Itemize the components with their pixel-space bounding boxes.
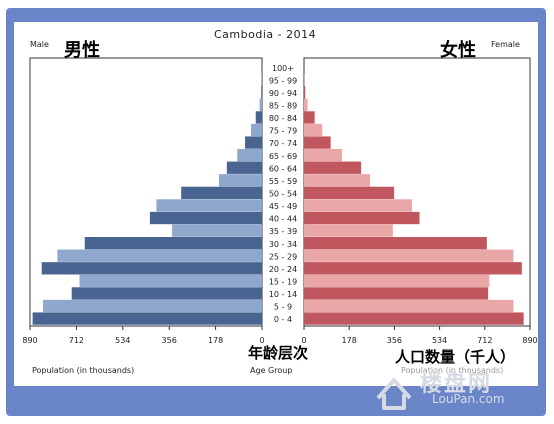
- male-bar-25-29: [57, 249, 262, 262]
- female-bar-30-34: [304, 237, 487, 250]
- age-group-label: 15 - 19: [269, 278, 297, 287]
- female-bar-90-94: [304, 86, 306, 99]
- chart-title: Cambodia - 2014: [214, 28, 317, 41]
- watermark-house-icon: [376, 378, 412, 410]
- male-bar-30-34: [84, 237, 262, 250]
- age-group-label: 45 - 49: [269, 202, 297, 211]
- age-group-label: 35 - 39: [269, 227, 297, 236]
- male-x-tick-label: 356: [162, 336, 177, 345]
- female-x-tick-label: 178: [342, 336, 357, 345]
- age-group-label: 55 - 59: [269, 177, 297, 186]
- male-bar-75-79: [251, 123, 262, 137]
- age-group-label: 30 - 34: [269, 240, 297, 249]
- female-bar-40-44: [304, 211, 420, 225]
- female-bar-65-69: [304, 149, 343, 162]
- age-group-label: 25 - 29: [269, 252, 297, 261]
- female-bar-10-14: [304, 287, 489, 300]
- male-bar-50-54: [181, 186, 262, 200]
- male-x-tick-label: 534: [115, 336, 130, 345]
- age-group-label: 40 - 44: [269, 215, 297, 224]
- age-group-label: 50 - 54: [269, 190, 297, 199]
- female-x-tick-label: 0: [301, 336, 306, 345]
- female-bar-55-59: [304, 174, 371, 187]
- male-bar-35-39: [172, 224, 262, 237]
- age-group-label: 75 - 79: [269, 127, 297, 136]
- male-bar-40-44: [149, 211, 262, 225]
- age-group-label: 80 - 84: [269, 114, 297, 123]
- female-x-tick-label: 890: [522, 336, 537, 345]
- male-bar-20-24: [41, 262, 263, 275]
- age-group-label: 20 - 24: [269, 265, 297, 274]
- male-bar-80-84: [255, 111, 262, 124]
- female-bar-35-39: [304, 224, 393, 237]
- watermark-text-en: LouPan.com: [432, 392, 505, 406]
- age-group-label: 10 - 14: [269, 290, 297, 299]
- male-x-tick-label: 712: [69, 336, 84, 345]
- female-bar-5-9: [304, 299, 514, 313]
- x-axis-label-center: Age Group: [250, 366, 293, 375]
- male-label-cn: 男性: [64, 40, 100, 61]
- x-axis-label-left: Population (in thousands): [32, 366, 135, 375]
- age-group-label: 65 - 69: [269, 152, 297, 161]
- male-bar-45-49: [156, 199, 262, 212]
- age-group-label: 60 - 64: [269, 164, 297, 173]
- male-bar-0-4: [32, 312, 262, 325]
- female-bar-20-24: [304, 262, 522, 275]
- female-x-tick-label: 534: [432, 336, 447, 345]
- female-bar-50-54: [304, 186, 395, 200]
- age-group-label: 100+: [272, 64, 294, 73]
- watermark-text-cn: 楼盘网: [420, 372, 493, 397]
- female-bar-15-19: [304, 274, 490, 288]
- age-group-label: 85 - 89: [269, 102, 297, 111]
- population-units-label-cn: 人口数量（千人）: [395, 348, 516, 366]
- male-bar-60-64: [226, 161, 262, 174]
- male-bar-65-69: [237, 149, 262, 162]
- male-bar-10-14: [71, 287, 263, 300]
- female-bar-70-74: [304, 136, 331, 149]
- female-bar-85-89: [304, 98, 308, 112]
- male-x-tick-label: 0: [259, 336, 264, 345]
- female-label-cn: 女性: [440, 40, 476, 61]
- female-bar-75-79: [304, 123, 323, 137]
- age-group-label: 70 - 74: [269, 139, 297, 148]
- female-bar-0-4: [304, 312, 524, 325]
- x-axis-label-right: Population (in thousands): [401, 366, 504, 375]
- female-bar-80-84: [304, 111, 315, 124]
- male-label: Male: [30, 40, 49, 49]
- age-group-label: 5 - 9: [274, 303, 292, 312]
- female-x-tick-label: 356: [387, 336, 402, 345]
- age-group-label-cn: 年龄层次: [248, 344, 309, 362]
- male-bar-85-89: [259, 98, 262, 112]
- age-group-label: 95 - 99: [269, 76, 297, 85]
- female-bar-25-29: [304, 249, 514, 262]
- female-label: Female: [491, 40, 520, 49]
- male-bar-15-19: [79, 274, 262, 288]
- frame-background: [14, 22, 538, 386]
- age-group-label: 90 - 94: [269, 89, 297, 98]
- age-group-label: 0 - 4: [274, 315, 292, 324]
- male-bar-70-74: [245, 136, 262, 149]
- female-x-tick-label: 712: [477, 336, 492, 345]
- female-bar-60-64: [304, 161, 362, 174]
- male-bar-90-94: [261, 86, 262, 99]
- male-x-tick-label: 890: [22, 336, 37, 345]
- female-bar-45-49: [304, 199, 412, 212]
- male-bar-55-59: [218, 174, 262, 187]
- male-x-tick-label: 178: [208, 336, 223, 345]
- male-bar-5-9: [43, 299, 262, 313]
